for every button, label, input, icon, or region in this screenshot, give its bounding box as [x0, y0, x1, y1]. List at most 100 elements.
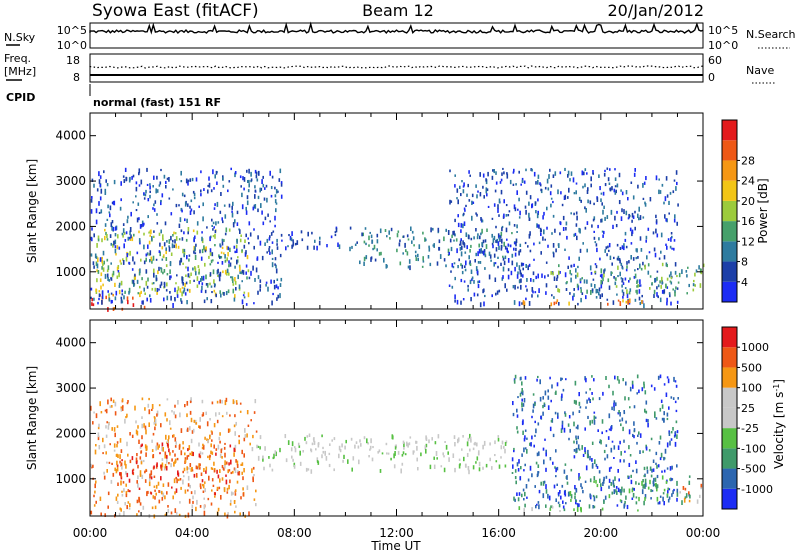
velocity-cell [248, 511, 250, 517]
power-cell [463, 242, 465, 246]
power-cell [95, 261, 98, 267]
velocity-cell [593, 411, 596, 414]
power-cell [658, 257, 661, 260]
power-cell [139, 285, 141, 289]
power-cell [670, 281, 673, 285]
power-cell [561, 203, 564, 207]
power-cell [639, 284, 642, 287]
velocity-cell [562, 505, 565, 509]
velocity-cell [688, 499, 691, 503]
velocity-cell [174, 458, 177, 463]
power-cell [476, 293, 479, 297]
power-cell [234, 265, 236, 269]
power-cell [653, 247, 656, 252]
power-cell [583, 279, 586, 284]
velocity-cell [485, 463, 488, 468]
velocity-cell [173, 434, 175, 438]
power-cell [673, 179, 676, 182]
power-cell [104, 235, 106, 241]
velocity-cell [504, 464, 507, 468]
power-cell [120, 181, 122, 186]
velocity-cell [342, 459, 344, 463]
velocity-cell [646, 469, 649, 474]
velocity-cell [643, 381, 645, 385]
power-cell [551, 294, 553, 297]
power-cell [97, 238, 100, 242]
power-cell [584, 206, 586, 210]
power-cell [193, 192, 196, 197]
power-cell [666, 286, 669, 289]
power-cell [216, 181, 218, 185]
velocity-cell [155, 492, 157, 496]
velocity-cell [305, 467, 308, 472]
power-cell [675, 286, 677, 290]
power-cell [519, 269, 522, 275]
power-cell [202, 202, 204, 207]
velocity-cell [159, 490, 162, 494]
power-cell [108, 211, 111, 214]
power-cell [538, 224, 540, 229]
velocity-cell [572, 411, 574, 416]
date-title: 20/Jan/2012 [607, 1, 704, 20]
power-cell [448, 284, 451, 287]
velocity-cell [659, 457, 662, 461]
power-cell [621, 284, 623, 288]
power-cell [280, 233, 283, 237]
power-cell [477, 190, 479, 193]
velocity-cell [104, 409, 107, 412]
power-cell [548, 174, 550, 179]
velocity-cell [224, 464, 226, 469]
velocity-cell [198, 463, 200, 468]
power-cell [276, 238, 278, 243]
velocity-cell [115, 468, 118, 474]
velocity-cell [255, 430, 258, 433]
power-cell [603, 269, 605, 274]
power-cell [166, 295, 169, 301]
power-cell [264, 216, 267, 221]
power-cell [619, 271, 621, 277]
power-cell [128, 287, 131, 293]
power-cell [408, 259, 411, 264]
power-cell [368, 244, 370, 247]
velocity-cell [516, 492, 518, 496]
power-cell [252, 206, 255, 211]
power-cell [497, 256, 499, 259]
velocity-cell [633, 435, 635, 439]
velocity-cell [175, 488, 178, 493]
velocity-cell [291, 455, 293, 459]
power-cell [535, 210, 537, 214]
velocity-cell [688, 491, 690, 495]
power-cell [175, 243, 177, 249]
power-cell [152, 185, 154, 188]
power-cell [114, 248, 117, 254]
power-cell [99, 257, 102, 262]
power-cell [477, 280, 479, 284]
velocity-cell [200, 486, 202, 490]
power-cell [257, 195, 260, 200]
velocity-cell [119, 507, 122, 511]
power-cell [104, 228, 106, 232]
power-cell [468, 255, 470, 260]
velocity-cell [524, 503, 526, 508]
velocity-cell [202, 443, 204, 447]
power-cell [407, 265, 410, 269]
power-cell [129, 227, 132, 232]
velocity-cell [237, 472, 240, 476]
velocity-cell [187, 512, 190, 518]
velocity-cell [401, 454, 404, 457]
power-cell [140, 290, 142, 294]
power-cell [580, 199, 582, 203]
power-cell [473, 280, 475, 284]
velocity-cell [688, 475, 691, 478]
power-cell [262, 221, 265, 226]
power-cell [484, 239, 487, 243]
power-cell [173, 244, 176, 248]
velocity-cell [663, 501, 665, 506]
power-cell [546, 206, 548, 211]
power-cell [112, 201, 115, 205]
velocity-cell [202, 490, 205, 493]
velocity-cell [503, 445, 505, 449]
velocity-cell [305, 441, 308, 445]
power-cell [256, 178, 259, 182]
power-cell [125, 231, 128, 235]
